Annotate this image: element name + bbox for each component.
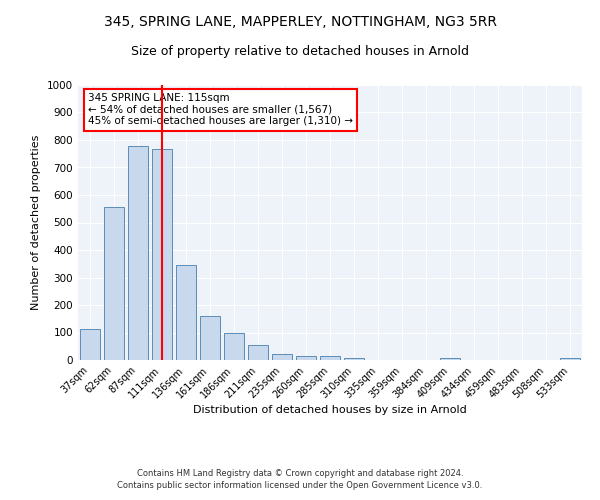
- Bar: [128, 146, 148, 360]
- Bar: [272, 354, 292, 360]
- Bar: [200, 316, 220, 360]
- Text: 345, SPRING LANE, MAPPERLEY, NOTTINGHAM, NG3 5RR: 345, SPRING LANE, MAPPERLEY, NOTTINGHAM,…: [104, 15, 497, 29]
- Bar: [440, 358, 460, 360]
- Bar: [560, 358, 580, 360]
- Text: Contains HM Land Registry data © Crown copyright and database right 2024.
Contai: Contains HM Land Registry data © Crown c…: [118, 468, 482, 490]
- Text: Size of property relative to detached houses in Arnold: Size of property relative to detached ho…: [131, 45, 469, 58]
- Bar: [176, 265, 196, 360]
- Bar: [104, 207, 124, 360]
- X-axis label: Distribution of detached houses by size in Arnold: Distribution of detached houses by size …: [193, 406, 467, 415]
- Bar: [296, 356, 316, 360]
- Bar: [320, 356, 340, 360]
- Bar: [152, 148, 172, 360]
- Bar: [344, 358, 364, 360]
- Y-axis label: Number of detached properties: Number of detached properties: [31, 135, 41, 310]
- Text: 345 SPRING LANE: 115sqm
← 54% of detached houses are smaller (1,567)
45% of semi: 345 SPRING LANE: 115sqm ← 54% of detache…: [88, 93, 353, 126]
- Bar: [80, 329, 100, 360]
- Bar: [224, 334, 244, 360]
- Bar: [248, 346, 268, 360]
